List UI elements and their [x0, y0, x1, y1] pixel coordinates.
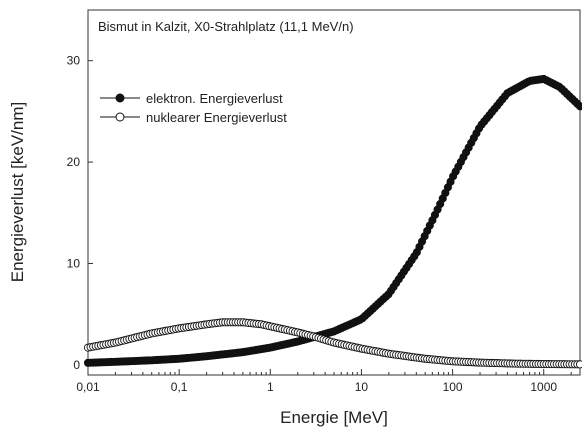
series-nuclear: [83, 318, 582, 369]
y-tick-label: 30: [67, 54, 81, 68]
series-layer: [83, 74, 582, 369]
legend-label-nuclear: nuklearer Energieverlust: [146, 110, 287, 125]
chart-title: Bismut in Kalzit, X0-Strahlplatz (11,1 M…: [98, 19, 354, 34]
y-tick-label: 10: [67, 256, 81, 270]
data-point: [575, 360, 582, 369]
x-axis-ticks: 0,01 0,1 1 10 100 1000: [76, 369, 572, 394]
legend: elektron. Energieverlust nuklearer Energ…: [100, 91, 287, 125]
x-tick-label: 0,1: [171, 380, 188, 394]
legend-label-electronic: elektron. Energieverlust: [146, 91, 283, 106]
x-tick-label: 10: [355, 380, 369, 394]
y-axis-title: Energieverlust [keV/nm]: [8, 102, 27, 282]
data-point: [575, 102, 582, 111]
x-tick-label: 1: [267, 380, 274, 394]
legend-marker-nuclear: [115, 112, 125, 122]
x-axis-title: Energie [MeV]: [280, 408, 388, 427]
x-tick-label: 0,01: [76, 380, 100, 394]
series-electronic: [83, 74, 582, 367]
plot-frame: [87, 9, 581, 376]
y-tick-label: 0: [73, 358, 80, 372]
y-axis-ticks: 0 10 20 30: [67, 54, 93, 372]
x-tick-label: 1000: [530, 380, 557, 394]
legend-marker-electronic: [115, 93, 125, 103]
x-tick-label: 100: [443, 380, 463, 394]
y-tick-label: 20: [67, 155, 81, 169]
